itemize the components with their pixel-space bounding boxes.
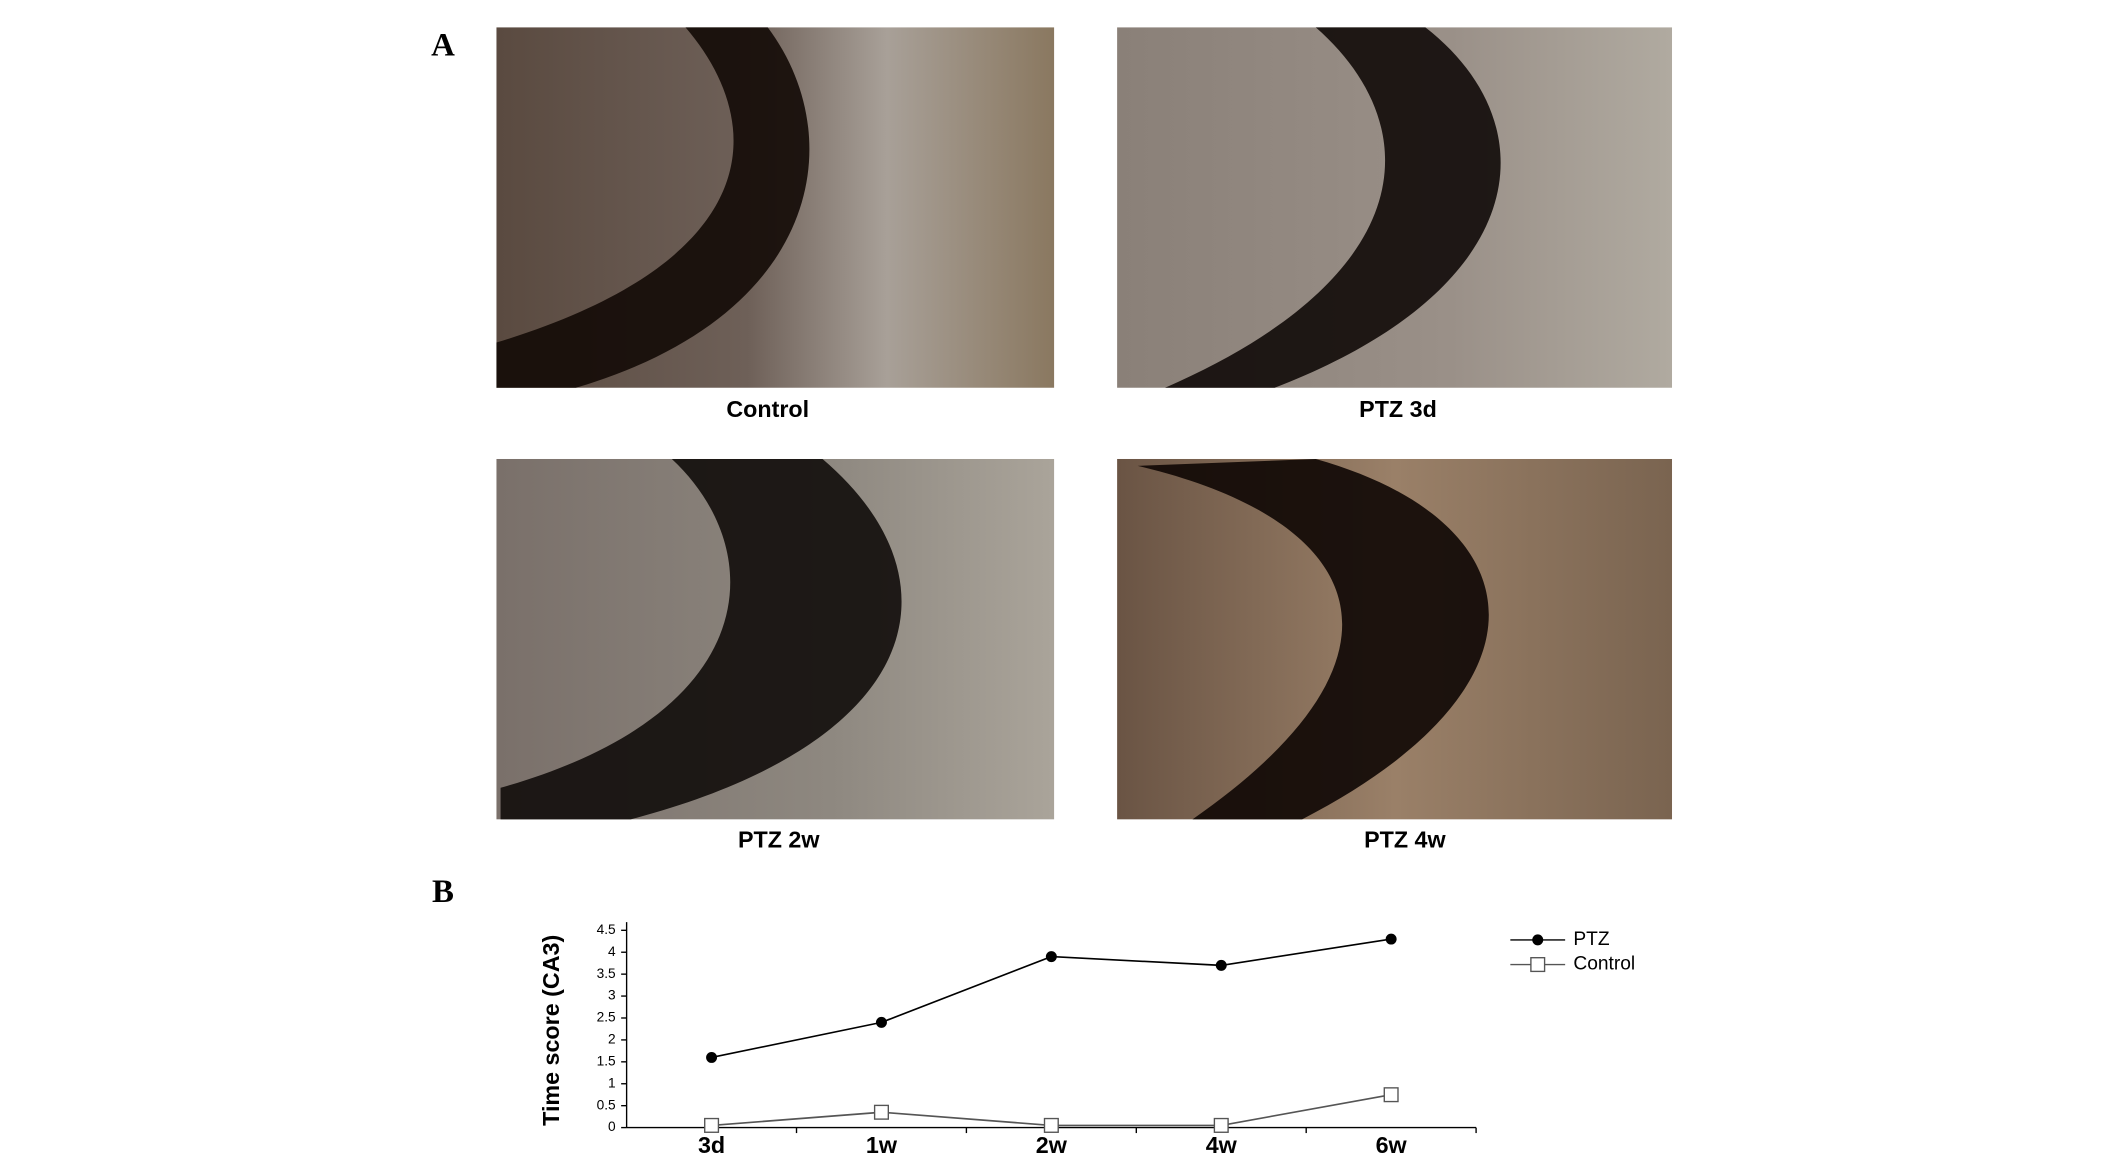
y-tick-label: 2 <box>608 1032 616 1047</box>
x-tick-label: 6w <box>1376 1132 1408 1155</box>
y-axis-label: Time score (CA3) <box>538 935 564 1126</box>
point <box>1213 1117 1229 1133</box>
y-tick-label: 1 <box>608 1075 616 1090</box>
image-caption: Control <box>726 396 809 422</box>
x-tick-label: 1w <box>866 1132 898 1155</box>
y-tick-label: 0.5 <box>597 1097 616 1112</box>
point <box>1385 933 1397 945</box>
point <box>873 1104 889 1120</box>
micrograph <box>1117 27 1673 388</box>
x-tick-label: 3d <box>698 1132 725 1155</box>
point <box>875 1016 887 1028</box>
point <box>706 1051 718 1063</box>
y-tick-label: 2.5 <box>597 1010 616 1025</box>
y-tick-label: 3.5 <box>597 966 616 981</box>
image-caption: PTZ 4w <box>1364 826 1446 852</box>
point <box>1530 957 1546 973</box>
micrograph <box>1117 458 1673 820</box>
y-tick-label: 4 <box>608 944 616 959</box>
panel-label: A <box>431 28 455 64</box>
y-tick-label: 1.5 <box>597 1053 616 1068</box>
y-tick-label: 4.5 <box>597 922 616 937</box>
point <box>1532 934 1544 946</box>
legend-label: Control <box>1573 954 1635 975</box>
point <box>1383 1087 1399 1103</box>
x-tick-label: 4w <box>1206 1132 1238 1155</box>
point <box>1043 1117 1059 1133</box>
y-tick-label: 0 <box>608 1119 616 1134</box>
point <box>704 1117 720 1133</box>
micrograph <box>496 458 1055 820</box>
point <box>1215 959 1227 971</box>
image-caption: PTZ 3d <box>1359 396 1437 422</box>
legend-label: PTZ <box>1573 929 1609 950</box>
y-tick-label: 3 <box>608 988 616 1003</box>
panel-label: B <box>432 874 454 910</box>
point <box>1045 951 1057 963</box>
image-caption: PTZ 2w <box>738 826 820 852</box>
micrograph <box>496 27 1055 388</box>
x-tick-label: 2w <box>1036 1132 1068 1155</box>
